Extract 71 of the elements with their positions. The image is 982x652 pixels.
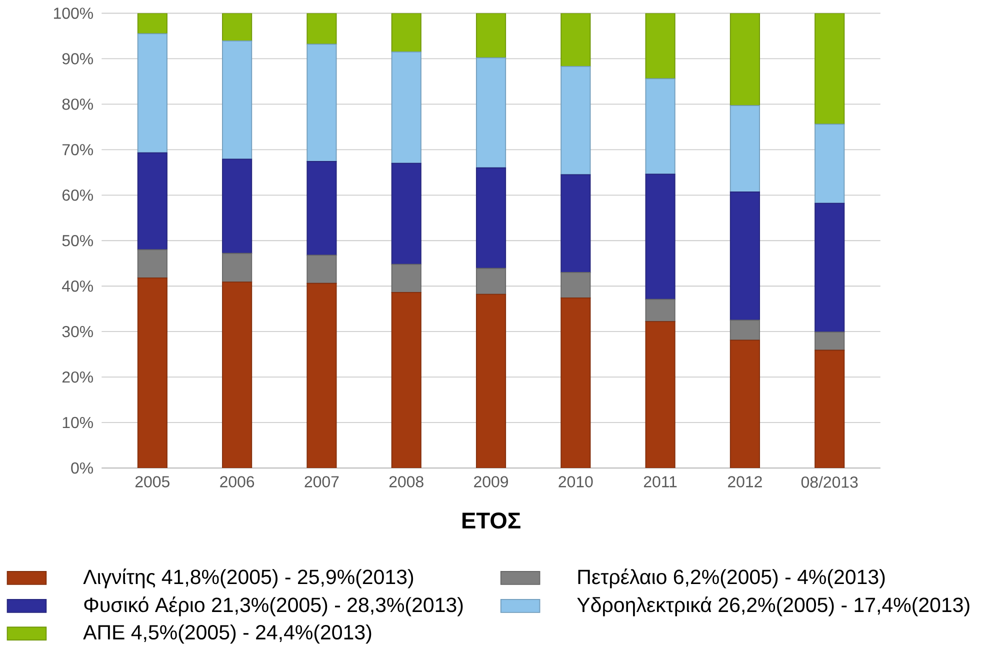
bar — [645, 13, 676, 80]
bar — [730, 13, 760, 106]
bar — [137, 278, 168, 468]
legend-label: ΑΠΕ 4,5%(2005) - 24,4%(2013) — [83, 624, 372, 644]
x-tick-label: 2011 — [644, 476, 677, 488]
bar — [476, 57, 506, 168]
bar — [391, 52, 422, 164]
bar — [137, 13, 168, 34]
bar — [476, 13, 506, 58]
bar — [814, 13, 845, 125]
bar — [560, 298, 591, 468]
x-tick-label: 2007 — [304, 476, 339, 488]
y-tick-label: 10% — [62, 416, 93, 428]
bar — [222, 282, 252, 468]
y-tick-label: 80% — [62, 98, 93, 110]
x-tick-label: 2012 — [728, 476, 762, 488]
x-axis-title: ΕΤΟΣ — [462, 512, 520, 529]
x-tick-label: 08/2013 — [801, 476, 858, 488]
bar — [222, 252, 252, 283]
bar — [730, 340, 760, 468]
bar — [814, 202, 845, 333]
bar — [306, 282, 337, 468]
bar — [730, 320, 760, 341]
bar — [306, 254, 337, 284]
bar — [560, 174, 591, 273]
bar — [814, 124, 845, 204]
y-tick-label: 40% — [62, 280, 93, 292]
bar — [560, 66, 591, 176]
x-tick-label: 2010 — [558, 476, 593, 488]
bar — [645, 78, 676, 175]
bar — [814, 350, 845, 468]
y-tick-label: 0% — [71, 462, 94, 474]
x-tick-label: 2005 — [135, 476, 170, 488]
y-tick-label: 50% — [62, 235, 93, 246]
x-tick-label: 2009 — [474, 476, 508, 488]
y-tick-label: 20% — [62, 372, 93, 383]
bar — [730, 192, 760, 321]
bar — [137, 249, 168, 278]
y-tick-label: 60% — [62, 190, 93, 201]
y-tick-label: 70% — [62, 144, 93, 156]
bar — [391, 264, 422, 293]
bar — [814, 332, 845, 351]
bar — [560, 13, 591, 67]
bar — [645, 174, 676, 300]
y-tick-label: 90% — [62, 53, 93, 64]
bar — [391, 292, 422, 468]
bar — [391, 13, 422, 52]
bar — [476, 294, 506, 468]
y-tick-label: 100% — [54, 8, 93, 19]
bar — [306, 44, 337, 162]
bar — [391, 162, 422, 265]
bar — [645, 298, 676, 322]
bar — [222, 40, 252, 160]
bar — [306, 161, 337, 256]
bar — [476, 167, 506, 269]
bar — [306, 13, 337, 45]
bar — [222, 158, 252, 254]
x-tick-label: 2006 — [220, 476, 254, 488]
bar — [222, 13, 252, 42]
bar — [137, 33, 168, 154]
bar — [560, 272, 591, 298]
x-tick-label: 2008 — [389, 476, 424, 488]
bar — [645, 321, 676, 468]
legend-label: Υδροηλεκτρικά 26,2%(2005) - 17,4%(2013) — [577, 596, 970, 616]
y-tick-label: 30% — [62, 326, 93, 338]
bar — [730, 105, 760, 192]
legend-label: Πετρέλαιο 6,2%(2005) - 4%(2013) — [578, 568, 885, 588]
legend-label: Φυσικό Αέριο 21,3%(2005) - 28,3%(2013) — [84, 596, 463, 616]
bar — [137, 152, 168, 250]
bar — [476, 268, 506, 295]
legend-label: Λιγνίτης 41,8%(2005) - 25,9%(2013) — [83, 568, 414, 588]
